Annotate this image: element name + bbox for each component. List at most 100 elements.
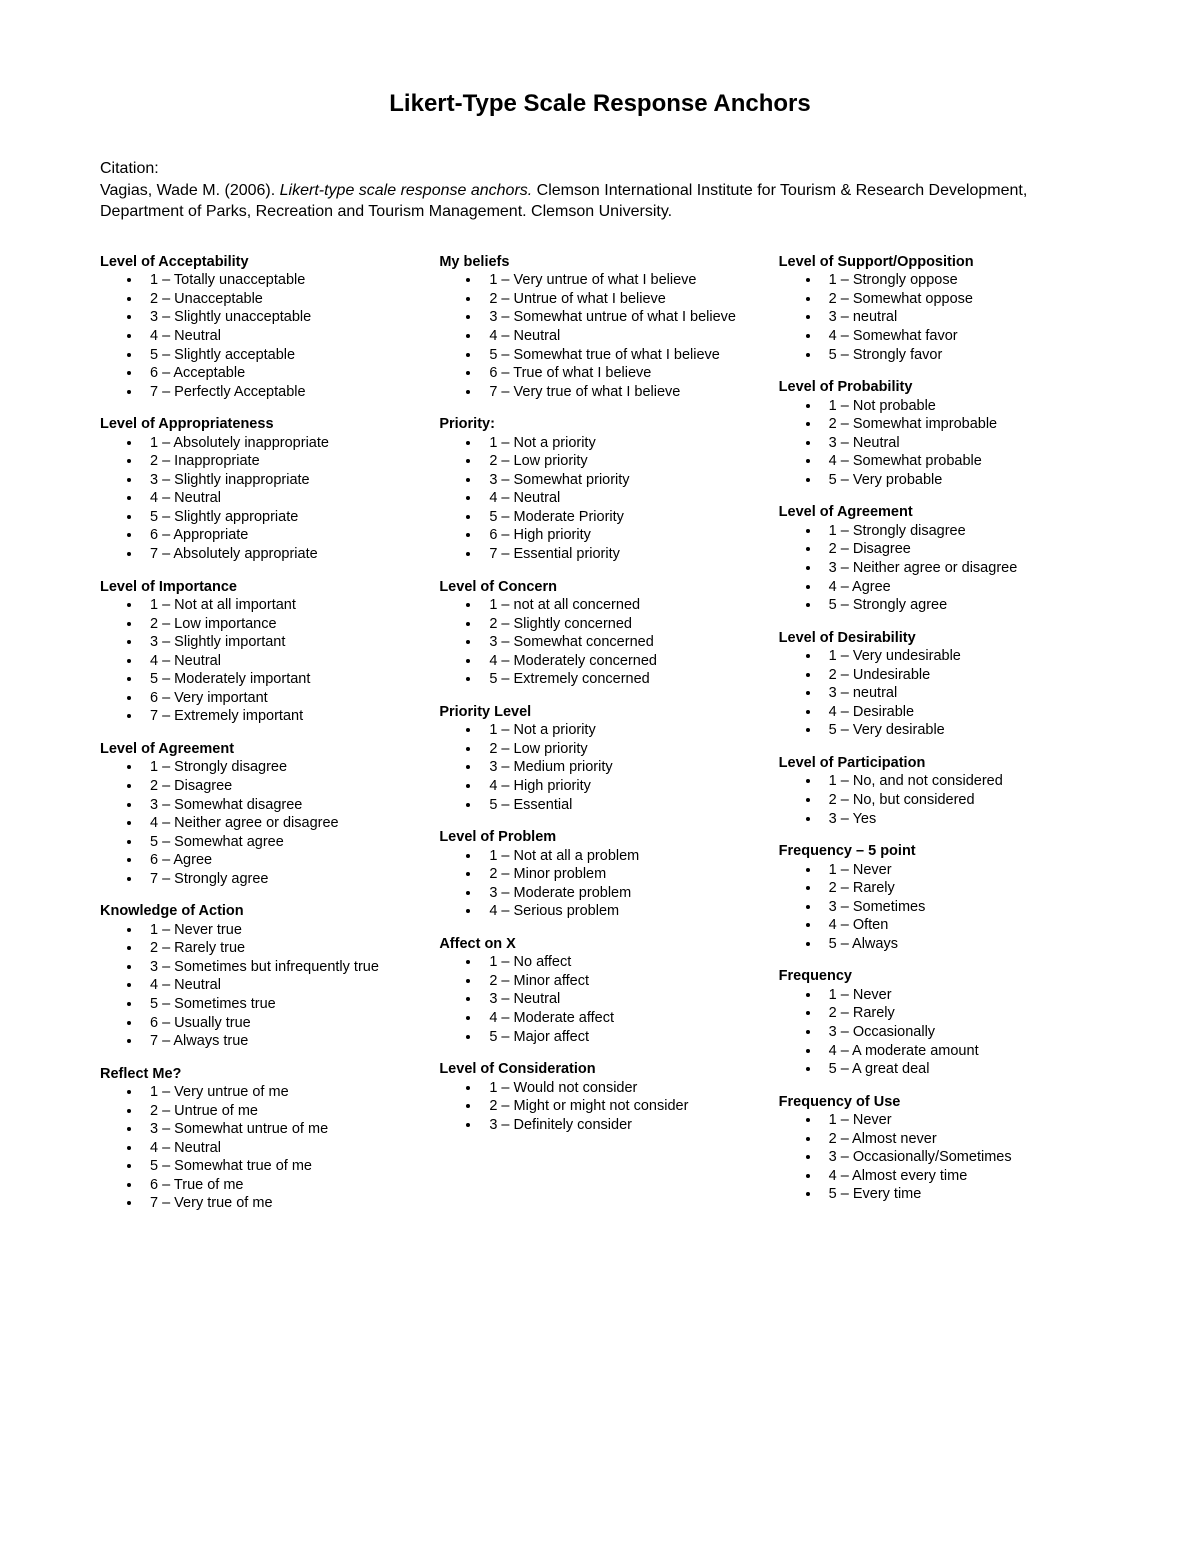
scale-item: 5 – Major affect	[481, 1028, 760, 1047]
scale-item: 2 – Somewhat improbable	[821, 415, 1100, 434]
scale-title: Level of Probability	[779, 378, 1100, 397]
scale-item: 2 – Somewhat oppose	[821, 290, 1100, 309]
scale-title: Level of Agreement	[100, 740, 421, 759]
scale-item: 1 – Strongly disagree	[821, 522, 1100, 541]
scale-item: 7 – Always true	[142, 1032, 421, 1051]
scale-item: 4 – Moderately concerned	[481, 652, 760, 671]
scale-item: 4 – Neither agree or disagree	[142, 814, 421, 833]
scale-item: 1 – Very untrue of what I believe	[481, 271, 760, 290]
scale-item: 3 – Slightly inappropriate	[142, 471, 421, 490]
scale-item: 5 – Very desirable	[821, 721, 1100, 740]
scale-block: Level of Importance1 – Not at all import…	[100, 578, 421, 726]
scale-item: 5 – Somewhat true of what I believe	[481, 346, 760, 365]
scale-item: 2 – Disagree	[142, 777, 421, 796]
scale-title: Reflect Me?	[100, 1065, 421, 1084]
scale-item: 2 – Almost never	[821, 1130, 1100, 1149]
scale-items: 1 – Never true2 – Rarely true3 – Sometim…	[100, 921, 421, 1051]
scale-items: 1 – Very untrue of what I believe2 – Unt…	[439, 271, 760, 401]
citation-text: Vagias, Wade M. (2006). Likert-type scal…	[100, 180, 1100, 223]
citation-label: Citation:	[100, 158, 1100, 180]
scale-item: 1 – Not at all important	[142, 596, 421, 615]
scale-title: Knowledge of Action	[100, 902, 421, 921]
scale-item: 4 – Often	[821, 916, 1100, 935]
scale-item: 4 – Almost every time	[821, 1167, 1100, 1186]
scale-item: 4 – Neutral	[142, 1139, 421, 1158]
scale-item: 3 – Definitely consider	[481, 1116, 760, 1135]
scale-item: 1 – Would not consider	[481, 1079, 760, 1098]
scale-item: 6 – True of what I believe	[481, 364, 760, 383]
scale-title: Level of Desirability	[779, 629, 1100, 648]
scale-item: 3 – Sometimes but infrequently true	[142, 958, 421, 977]
scale-items: 1 – Not probable2 – Somewhat improbable3…	[779, 397, 1100, 490]
scale-title: Level of Acceptability	[100, 253, 421, 272]
scale-block: Priority:1 – Not a priority2 – Low prior…	[439, 415, 760, 563]
scale-item: 5 – Strongly agree	[821, 596, 1100, 615]
scale-item: 5 – Somewhat agree	[142, 833, 421, 852]
scale-item: 5 – Very probable	[821, 471, 1100, 490]
scale-item: 3 – Medium priority	[481, 758, 760, 777]
scale-item: 1 – Strongly oppose	[821, 271, 1100, 290]
scale-items: 1 – Very untrue of me2 – Untrue of me3 –…	[100, 1083, 421, 1213]
scale-item: 7 – Absolutely appropriate	[142, 545, 421, 564]
scale-item: 2 – Inappropriate	[142, 452, 421, 471]
scale-item: 1 – not at all concerned	[481, 596, 760, 615]
scale-block: Frequency – 5 point1 – Never2 – Rarely3 …	[779, 842, 1100, 953]
scale-item: 4 – Somewhat probable	[821, 452, 1100, 471]
scale-item: 4 – Desirable	[821, 703, 1100, 722]
scale-item: 3 – Moderate problem	[481, 884, 760, 903]
scale-item: 1 – Never	[821, 861, 1100, 880]
document-page: Likert-Type Scale Response Anchors Citat…	[0, 0, 1200, 1553]
scale-item: 2 – Minor affect	[481, 972, 760, 991]
scale-item: 2 – Rarely	[821, 1004, 1100, 1023]
scale-items: 1 – Never2 – Almost never3 – Occasionall…	[779, 1111, 1100, 1204]
scale-item: 5 – Essential	[481, 796, 760, 815]
scale-item: 3 – Somewhat untrue of what I believe	[481, 308, 760, 327]
scale-title: Frequency	[779, 967, 1100, 986]
scale-item: 1 – No, and not considered	[821, 772, 1100, 791]
scale-item: 4 – Neutral	[142, 327, 421, 346]
scale-item: 3 – Occasionally	[821, 1023, 1100, 1042]
scale-title: Affect on X	[439, 935, 760, 954]
scale-item: 2 – Low importance	[142, 615, 421, 634]
citation-italic: Likert-type scale response anchors.	[280, 182, 533, 199]
citation-block: Citation: Vagias, Wade M. (2006). Likert…	[100, 158, 1100, 223]
scale-block: Level of Consideration1 – Would not cons…	[439, 1060, 760, 1134]
scale-item: 4 – Somewhat favor	[821, 327, 1100, 346]
scale-block: Level of Acceptability1 – Totally unacce…	[100, 253, 421, 401]
scale-items: 1 – Strongly disagree2 – Disagree3 – Som…	[100, 758, 421, 888]
scale-item: 5 – Every time	[821, 1185, 1100, 1204]
scale-item: 3 – Somewhat priority	[481, 471, 760, 490]
scale-block: Frequency1 – Never2 – Rarely3 – Occasion…	[779, 967, 1100, 1078]
scale-item: 5 – Moderate Priority	[481, 508, 760, 527]
scale-item: 1 – Never true	[142, 921, 421, 940]
scale-block: Level of Participation1 – No, and not co…	[779, 754, 1100, 828]
scale-item: 4 – High priority	[481, 777, 760, 796]
scale-title: Level of Agreement	[779, 503, 1100, 522]
scale-items: 1 – Would not consider2 – Might or might…	[439, 1079, 760, 1135]
scale-title: Frequency – 5 point	[779, 842, 1100, 861]
scale-block: Level of Support/Opposition1 – Strongly …	[779, 253, 1100, 364]
scale-item: 7 – Very true of what I believe	[481, 383, 760, 402]
scale-item: 5 – Extremely concerned	[481, 670, 760, 689]
scale-item: 6 – Agree	[142, 851, 421, 870]
scale-title: Level of Participation	[779, 754, 1100, 773]
scale-item: 3 – Sometimes	[821, 898, 1100, 917]
scale-item: 2 – Disagree	[821, 540, 1100, 559]
scale-item: 4 – Neutral	[481, 327, 760, 346]
scale-block: Level of Appropriateness1 – Absolutely i…	[100, 415, 421, 563]
scale-block: Knowledge of Action1 – Never true2 – Rar…	[100, 902, 421, 1050]
scale-item: 2 – Might or might not consider	[481, 1097, 760, 1116]
scale-items: 1 – Not at all a problem2 – Minor proble…	[439, 847, 760, 921]
scale-title: Priority:	[439, 415, 760, 434]
scale-item: 3 – Neutral	[821, 434, 1100, 453]
scale-item: 3 – Yes	[821, 810, 1100, 829]
scale-item: 7 – Strongly agree	[142, 870, 421, 889]
scale-item: 2 – Undesirable	[821, 666, 1100, 685]
scale-item: 3 – Somewhat concerned	[481, 633, 760, 652]
scale-item: 4 – Neutral	[142, 652, 421, 671]
scale-title: Level of Problem	[439, 828, 760, 847]
scale-item: 5 – Somewhat true of me	[142, 1157, 421, 1176]
scale-items: 1 – Not a priority2 – Low priority3 – So…	[439, 434, 760, 564]
scale-item: 2 – Low priority	[481, 452, 760, 471]
scale-item: 3 – Somewhat untrue of me	[142, 1120, 421, 1139]
